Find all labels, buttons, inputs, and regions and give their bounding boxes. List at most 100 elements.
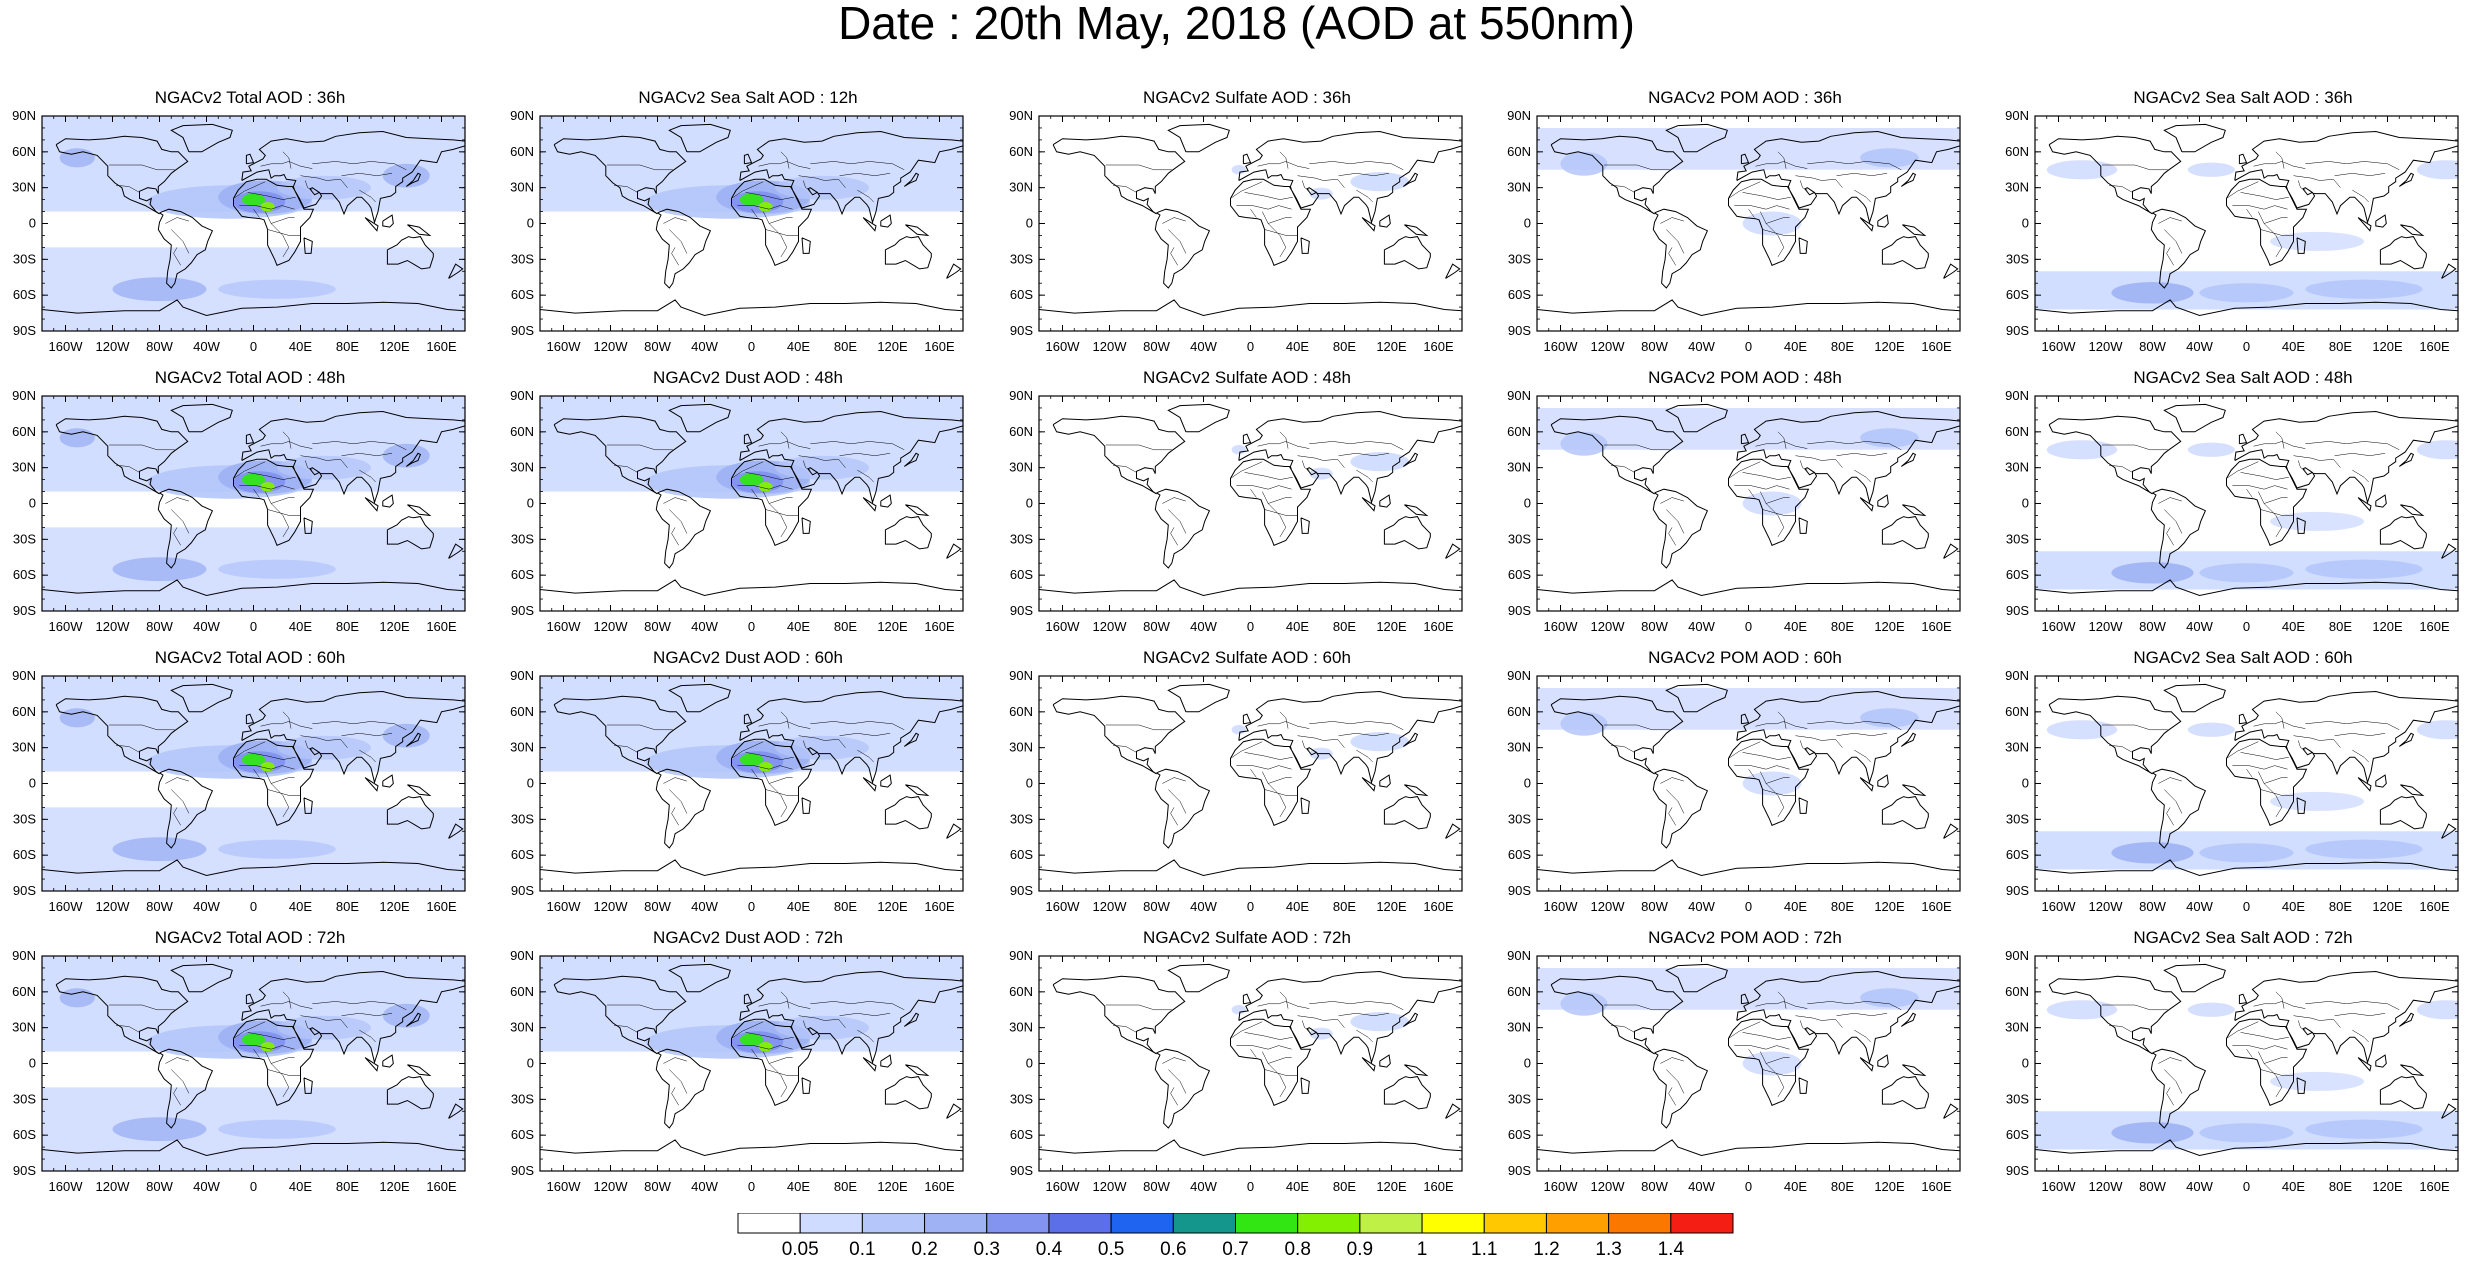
map-panel: NGACv2 Sea Salt AOD : 12h 90N 60N 30N 0 30S 60… <box>498 88 998 354</box>
lon-tick-label: 0 <box>1247 1179 1254 1194</box>
lon-tick-label: 160W <box>1544 619 1579 634</box>
lon-tick-label: 120E <box>1874 619 1905 634</box>
lon-tick-label: 0 <box>1745 339 1752 354</box>
lon-tick-label: 160E <box>426 339 457 354</box>
colorbar-level-label: 0.7 <box>1222 1239 1248 1260</box>
lon-tick-label: 120W <box>2089 899 2124 914</box>
lon-tick-label: 120W <box>1591 1179 1626 1194</box>
colorbar-swatch <box>1297 1213 1361 1234</box>
lat-tick-label: 90S <box>13 603 36 618</box>
lon-tick-label: 160E <box>426 619 457 634</box>
lat-tick-label: 30S <box>1010 1091 1033 1106</box>
country-borders <box>1106 711 1404 826</box>
map-panel: NGACv2 POM AOD : 48h 90N 60N 30N 0 30S 60S 90S 1… <box>1495 368 1995 634</box>
coastline <box>1537 963 1960 1157</box>
lon-tick-label: 80W <box>1641 1179 1668 1194</box>
colorbar-swatch <box>1545 1213 1610 1234</box>
lat-tick-label: 90N <box>510 388 534 403</box>
country-borders <box>109 431 407 546</box>
colorbar-level-label: 0.2 <box>911 1239 937 1260</box>
lon-tick-label: 80E <box>1333 339 1356 354</box>
lon-tick-label: 40E <box>289 899 312 914</box>
lon-tick-label: 160E <box>1423 1179 1454 1194</box>
lon-tick-label: 160W <box>547 339 582 354</box>
lon-tick-label: 80E <box>336 619 359 634</box>
world-map: 90N 60N 30N 0 30S 60S 90S 160W 120W 80W 40W 0 40E 80E… <box>1009 108 1463 354</box>
lon-tick-label: 160E <box>1921 899 1952 914</box>
lon-tick-label: 160W <box>2042 899 2077 914</box>
lon-tick-label: 160E <box>426 1179 457 1194</box>
lat-tick-label: 30S <box>511 1091 534 1106</box>
lon-tick-label: 80E <box>834 619 857 634</box>
lon-tick-label: 80W <box>1143 1179 1170 1194</box>
coastline <box>1039 683 1462 877</box>
lon-tick-label: 160E <box>1921 1179 1952 1194</box>
world-map: 90N 60N 30N 0 30S 60S 90S 160W 120W 80W 40W 0 40E 80E… <box>510 668 964 914</box>
lat-tick-label: 60S <box>1010 1127 1033 1142</box>
lat-tick-label: 60N <box>1507 984 1531 999</box>
lon-tick-label: 120E <box>2372 1179 2403 1194</box>
lon-tick-label: 80E <box>1831 1179 1854 1194</box>
country-borders <box>2102 711 2400 826</box>
lon-tick-label: 0 <box>1745 899 1752 914</box>
lon-tick-label: 40E <box>2282 339 2305 354</box>
lon-tick-label: 0 <box>748 1179 755 1194</box>
lon-tick-label: 40E <box>2282 899 2305 914</box>
lon-tick-label: 40W <box>1688 899 1715 914</box>
colorbar-swatch <box>986 1213 1050 1234</box>
plot-area <box>1039 956 1462 1171</box>
lon-tick-label: 40E <box>2282 619 2305 634</box>
lon-tick-label: 80W <box>1641 619 1668 634</box>
lat-tick-label: 30S <box>511 811 534 826</box>
lon-tick-label: 40E <box>1784 899 1807 914</box>
lon-tick-label: 160W <box>547 1179 582 1194</box>
lat-tick-label: 30S <box>13 531 36 546</box>
lon-tick-label: 160E <box>1921 339 1952 354</box>
world-map: 90N 60N 30N 0 30S 60S 90S 160W 120W 80W 40W 0 40E 80E… <box>1507 668 1961 914</box>
colorbar-level-label: 0.4 <box>1036 1239 1063 1260</box>
colorbar-level-label: 0.9 <box>1347 1239 1373 1260</box>
lon-tick-label: 120W <box>1591 339 1626 354</box>
lon-tick-label: 120E <box>1376 339 1407 354</box>
lon-tick-label: 120W <box>2089 339 2124 354</box>
lat-tick-label: 60S <box>1508 1127 1531 1142</box>
lon-tick-label: 80W <box>1143 619 1170 634</box>
lat-tick-label: 30S <box>511 531 534 546</box>
lon-tick-label: 160W <box>547 899 582 914</box>
map-panel: NGACv2 Total AOD : 36h 90N 60N 30N 0 30S 60S 90… <box>0 88 500 354</box>
country-borders <box>1604 711 1902 826</box>
world-map: 90N 60N 30N 0 30S 60S 90S 160W 120W 80W 40W 0 40E 80E… <box>510 948 964 1194</box>
panel-title: NGACv2 Sulfate AOD : 36h <box>1143 88 1351 107</box>
world-map: 90N 60N 30N 0 30S 60S 90S 160W 120W 80W 40W 0 40E 80E… <box>12 108 466 354</box>
map-panel: NGACv2 Total AOD : 72h 90N 60N 30N 0 30S 60S 90… <box>0 928 500 1194</box>
lon-tick-label: 40W <box>691 899 718 914</box>
lat-tick-label: 90N <box>1507 388 1531 403</box>
lon-tick-label: 80E <box>1333 619 1356 634</box>
map-panel: NGACv2 Sea Salt AOD : 60h 90N 60N 30N 0 30S 60… <box>1993 648 2473 914</box>
lon-tick-label: 40W <box>2186 899 2213 914</box>
lat-tick-label: 90S <box>1508 323 1531 338</box>
lon-tick-label: 160W <box>1046 1179 1081 1194</box>
lat-tick-label: 30N <box>1507 1020 1531 1035</box>
world-map: 90N 60N 30N 0 30S 60S 90S 160W 120W 80W 40W 0 40E 80E… <box>1507 948 1961 1194</box>
lon-tick-label: 120E <box>2372 339 2403 354</box>
lat-tick-label: 60N <box>1507 144 1531 159</box>
lat-tick-label: 30S <box>2006 811 2029 826</box>
aod-shading <box>2035 440 2458 590</box>
panel-title: NGACv2 Dust AOD : 48h <box>653 368 843 387</box>
lat-tick-label: 60S <box>1010 847 1033 862</box>
lon-tick-label: 160W <box>49 619 84 634</box>
panel-title: NGACv2 POM AOD : 72h <box>1648 928 1842 947</box>
colorbar-level-label: 1.1 <box>1471 1239 1497 1260</box>
lat-tick-label: 90N <box>1507 948 1531 963</box>
lon-tick-label: 120W <box>96 899 131 914</box>
map-panel: NGACv2 Sea Salt AOD : 36h 90N 60N 30N 0 30S 60… <box>1993 88 2473 354</box>
map-panel-grid: NGACv2 Total AOD : 36h 90N 60N 30N 0 30S 60S 90… <box>0 88 2473 1194</box>
country-borders <box>2102 991 2400 1106</box>
coastline <box>42 123 465 317</box>
lat-tick-label: 90N <box>12 668 36 683</box>
lat-tick-label: 30N <box>2005 1020 2029 1035</box>
lon-tick-label: 120W <box>1591 899 1626 914</box>
lon-tick-label: 160W <box>1046 339 1081 354</box>
lon-tick-label: 120W <box>1591 619 1626 634</box>
